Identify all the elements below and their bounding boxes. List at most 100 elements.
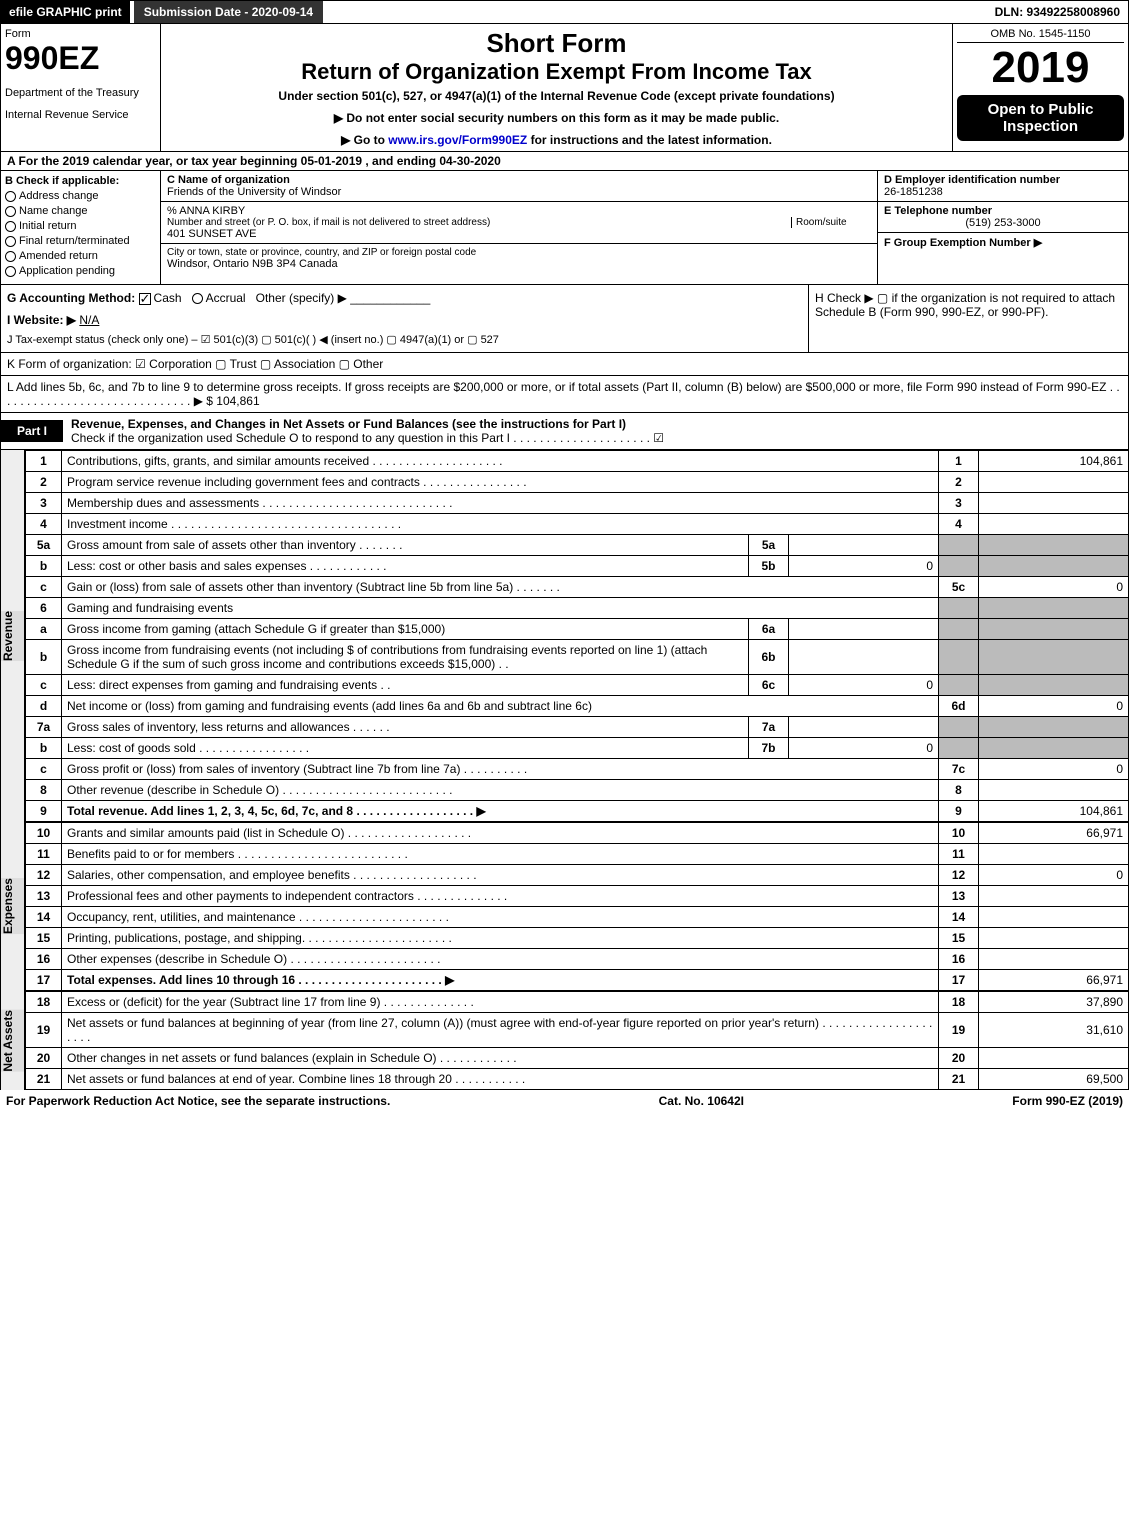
line-11: 11Benefits paid to or for members . . . … xyxy=(26,844,1129,865)
line-6a: aGross income from gaming (attach Schedu… xyxy=(26,619,1129,640)
section-c-label: C Name of organization xyxy=(167,174,871,186)
dept-treasury: Department of the Treasury xyxy=(5,87,156,99)
form-version: Form 990-EZ (2019) xyxy=(1012,1094,1123,1108)
submission-date-label: Submission Date - 2020-09-14 xyxy=(134,1,323,23)
phone: (519) 253-3000 xyxy=(884,217,1122,229)
catalog-number: Cat. No. 10642I xyxy=(390,1094,1012,1108)
line-6: 6Gaming and fundraising events xyxy=(26,598,1129,619)
section-f-label: F Group Exemption Number ▶ xyxy=(884,236,1122,249)
irs-link[interactable]: www.irs.gov/Form990EZ xyxy=(388,133,527,147)
line-5b: bLess: cost or other basis and sales exp… xyxy=(26,556,1129,577)
section-g: G Accounting Method: Cash Accrual Other … xyxy=(1,285,808,352)
line-12: 12Salaries, other compensation, and empl… xyxy=(26,865,1129,886)
care-of: % ANNA KIRBY xyxy=(167,205,871,217)
line-10: 10Grants and similar amounts paid (list … xyxy=(26,823,1129,844)
line-16: 16Other expenses (describe in Schedule O… xyxy=(26,949,1129,970)
omb-number: OMB No. 1545-1150 xyxy=(957,28,1124,43)
revenue-section: Revenue 1Contributions, gifts, grants, a… xyxy=(0,450,1129,822)
line-6c: cLess: direct expenses from gaming and f… xyxy=(26,675,1129,696)
city-state-zip: Windsor, Ontario N9B 3P4 Canada xyxy=(167,258,871,270)
ein: 26-1851238 xyxy=(884,186,1122,198)
section-c: C Name of organization Friends of the Un… xyxy=(161,171,878,284)
part1-header: Part I Revenue, Expenses, and Changes in… xyxy=(0,413,1129,450)
line-20: 20Other changes in net assets or fund ba… xyxy=(26,1048,1129,1069)
header-left: Form 990EZ Department of the Treasury In… xyxy=(1,24,161,151)
revenue-side-label: Revenue xyxy=(1,450,25,822)
page-footer: For Paperwork Reduction Act Notice, see … xyxy=(0,1090,1129,1112)
line-9: 9Total revenue. Add lines 1, 2, 3, 4, 5c… xyxy=(26,801,1129,822)
expenses-section: Expenses 10Grants and similar amounts pa… xyxy=(0,822,1129,991)
check-final-return[interactable]: Final return/terminated xyxy=(5,235,156,247)
section-l: L Add lines 5b, 6c, and 7b to line 9 to … xyxy=(0,376,1129,413)
section-b: B Check if applicable: Address change Na… xyxy=(1,171,161,284)
under-section-text: Under section 501(c), 527, or 4947(a)(1)… xyxy=(165,89,948,103)
check-name-change[interactable]: Name change xyxy=(5,205,156,217)
section-d-label: D Employer identification number xyxy=(884,174,1122,186)
revenue-table: 1Contributions, gifts, grants, and simil… xyxy=(25,450,1129,822)
line-13: 13Professional fees and other payments t… xyxy=(26,886,1129,907)
expenses-side-label: Expenses xyxy=(1,822,25,991)
line-21: 21Net assets or fund balances at end of … xyxy=(26,1069,1129,1090)
efile-print-label[interactable]: efile GRAPHIC print xyxy=(1,1,130,23)
part1-label: Part I xyxy=(1,420,63,442)
street-label: Number and street (or P. O. box, if mail… xyxy=(167,217,791,228)
line-18: 18Excess or (deficit) for the year (Subt… xyxy=(26,992,1129,1013)
net-assets-section: Net Assets 18Excess or (deficit) for the… xyxy=(0,991,1129,1090)
check-application-pending[interactable]: Application pending xyxy=(5,265,156,277)
header-right: OMB No. 1545-1150 2019 Open to Public In… xyxy=(953,24,1128,151)
line-5a: 5aGross amount from sale of assets other… xyxy=(26,535,1129,556)
section-i-label: I Website: ▶ xyxy=(7,313,76,327)
line-15: 15Printing, publications, postage, and s… xyxy=(26,928,1129,949)
part1-title: Revenue, Expenses, and Changes in Net As… xyxy=(63,413,1128,449)
expenses-table: 10Grants and similar amounts paid (list … xyxy=(25,822,1129,991)
no-ssn-warning: ▶ Do not enter social security numbers o… xyxy=(165,111,948,125)
section-e-label: E Telephone number xyxy=(884,205,1122,217)
line-14: 14Occupancy, rent, utilities, and mainte… xyxy=(26,907,1129,928)
paperwork-notice: For Paperwork Reduction Act Notice, see … xyxy=(6,1094,390,1108)
org-name: Friends of the University of Windsor xyxy=(167,186,871,198)
open-to-public-badge: Open to Public Inspection xyxy=(957,95,1124,141)
line-7c: cGross profit or (loss) from sales of in… xyxy=(26,759,1129,780)
accounting-row: G Accounting Method: Cash Accrual Other … xyxy=(0,285,1129,353)
return-title: Return of Organization Exempt From Incom… xyxy=(165,59,948,85)
check-initial-return[interactable]: Initial return xyxy=(5,220,156,232)
check-amended-return[interactable]: Amended return xyxy=(5,250,156,262)
check-accrual[interactable] xyxy=(192,293,203,304)
line-17: 17Total expenses. Add lines 10 through 1… xyxy=(26,970,1129,991)
short-form-title: Short Form xyxy=(165,28,948,59)
form-number: 990EZ xyxy=(5,40,156,77)
line-2: 2Program service revenue including gover… xyxy=(26,472,1129,493)
check-cash[interactable] xyxy=(139,293,151,305)
line-3: 3Membership dues and assessments . . . .… xyxy=(26,493,1129,514)
street-address: 401 SUNSET AVE xyxy=(167,228,871,240)
form-word: Form xyxy=(5,28,156,40)
section-k: K Form of organization: ☑ Corporation ▢ … xyxy=(0,353,1129,376)
line-8: 8Other revenue (describe in Schedule O) … xyxy=(26,780,1129,801)
website-value: N/A xyxy=(79,313,99,327)
line-19: 19Net assets or fund balances at beginni… xyxy=(26,1013,1129,1048)
net-assets-table: 18Excess or (deficit) for the year (Subt… xyxy=(25,991,1129,1090)
dept-irs: Internal Revenue Service xyxy=(5,109,156,121)
line-6b: bGross income from fundraising events (n… xyxy=(26,640,1129,675)
check-address-change[interactable]: Address change xyxy=(5,190,156,202)
tax-year-period: A For the 2019 calendar year, or tax yea… xyxy=(0,152,1129,171)
dln-label: DLN: 93492258008960 xyxy=(987,1,1128,23)
city-label: City or town, state or province, country… xyxy=(167,247,871,258)
line-5c: cGain or (loss) from sale of assets othe… xyxy=(26,577,1129,598)
line-1: 1Contributions, gifts, grants, and simil… xyxy=(26,451,1129,472)
section-def: D Employer identification number 26-1851… xyxy=(878,171,1128,284)
line-7b: bLess: cost of goods sold . . . . . . . … xyxy=(26,738,1129,759)
section-h: H Check ▶ ▢ if the organization is not r… xyxy=(808,285,1128,352)
top-bar: efile GRAPHIC print Submission Date - 20… xyxy=(0,0,1129,24)
line-7a: 7aGross sales of inventory, less returns… xyxy=(26,717,1129,738)
header-center: Short Form Return of Organization Exempt… xyxy=(161,24,953,151)
net-assets-side-label: Net Assets xyxy=(1,991,25,1090)
tax-year: 2019 xyxy=(957,43,1124,93)
section-b-title: B Check if applicable: xyxy=(5,175,156,187)
line-6d: dNet income or (loss) from gaming and fu… xyxy=(26,696,1129,717)
goto-instructions: ▶ Go to www.irs.gov/Form990EZ for instru… xyxy=(165,133,948,147)
room-suite-label: Room/suite xyxy=(791,217,871,228)
section-j: J Tax-exempt status (check only one) – ☑… xyxy=(7,333,802,346)
line-4: 4Investment income . . . . . . . . . . .… xyxy=(26,514,1129,535)
org-info-grid: B Check if applicable: Address change Na… xyxy=(0,171,1129,285)
